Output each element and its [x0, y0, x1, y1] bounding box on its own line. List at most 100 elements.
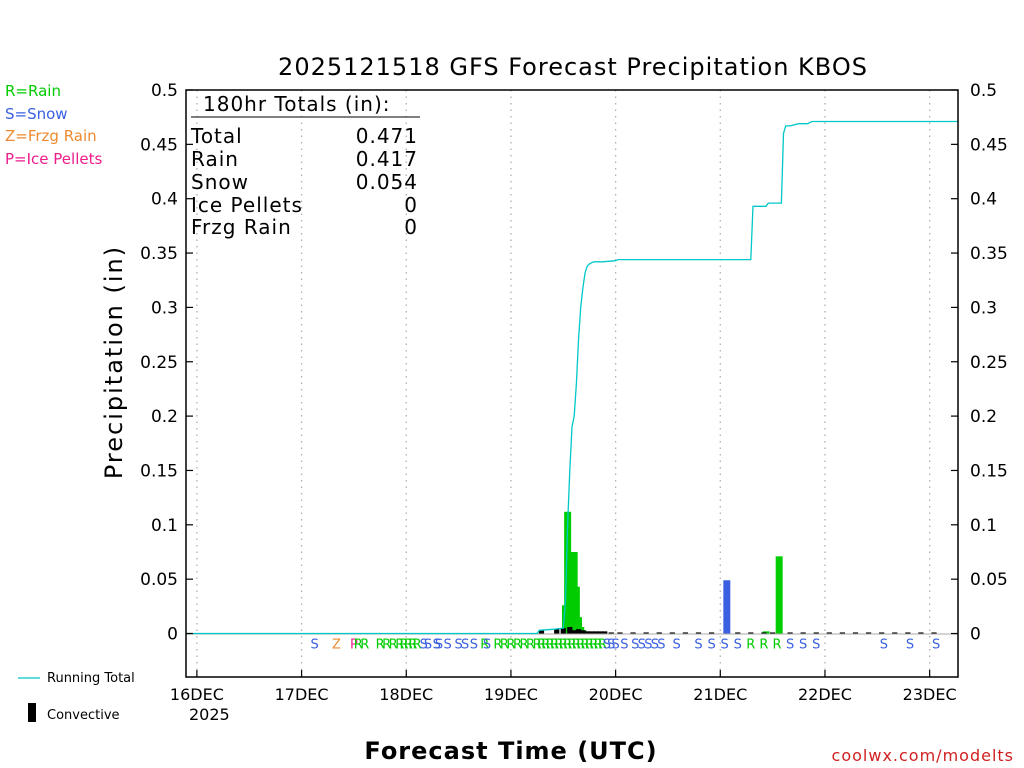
totals-value-rain: 0.417: [356, 147, 418, 171]
type-marker-19: S: [461, 637, 469, 652]
y-axis-right: 0 0.05 0.1 0.15 0.2 0.25 0.3 0.35 0.4 0.45 0.5: [951, 81, 1008, 645]
y-tick-label-left-4: 0.2: [151, 407, 178, 427]
y-tick-label-left-8: 0.4: [151, 190, 178, 210]
y-tick-label-left-2: 0.1: [151, 516, 178, 536]
type-marker-12: R: [413, 637, 422, 652]
totals-header: 180hr Totals (in):: [203, 92, 391, 116]
type-marker-33: R: [550, 637, 559, 652]
convective-bar-18: [682, 632, 689, 634]
legend-snow: S=Snow: [5, 105, 68, 123]
type-marker-9: R: [400, 637, 409, 652]
convective-bar-17: [669, 632, 675, 634]
chart-title: 2025121518 GFS Forecast Precipitation KB…: [278, 53, 868, 81]
convective-bar-36: [931, 632, 937, 634]
x-tick-label-2: 18DEC: [379, 685, 433, 704]
y-tick-label-right-9: 0.45: [970, 135, 1008, 155]
convective-bar-33: [892, 632, 898, 634]
y-tick-label-left-5: 0.25: [140, 353, 178, 373]
y-axis-left: 0 0.05 0.1 0.15 0.2 0.25 0.3 0.35 0.4 0.45 0.5: [140, 81, 193, 645]
totals-value-frzg-rain: 0: [404, 215, 418, 239]
convective-bar-7: [584, 631, 590, 634]
convective-bar-15: [643, 632, 649, 634]
type-marker-57: S: [721, 637, 729, 652]
x-tick-label-6: 22DEC: [798, 685, 852, 704]
totals-label-total: Total: [190, 124, 243, 148]
convective-bar-19: [695, 632, 702, 634]
y-tick-label-left-3: 0.15: [140, 461, 178, 481]
type-marker-50: S: [638, 637, 646, 652]
x-axis-year: 2025: [189, 705, 230, 724]
convective-bar-9: [593, 631, 599, 634]
type-marker-43: R: [594, 637, 603, 652]
legend-running-total: Running Total: [47, 671, 135, 686]
type-marker-39: R: [576, 637, 585, 652]
convective-bar-16: [656, 632, 662, 634]
convective-bar-23: [761, 632, 767, 634]
convective-bar-27: [813, 632, 819, 634]
vertical-gridlines: [196, 90, 931, 677]
convective-bar-35: [918, 632, 924, 634]
type-marker-17: S: [444, 637, 452, 652]
type-marker-0: S: [311, 637, 319, 652]
type-marker-16: S: [435, 637, 443, 652]
x-tick-label-4: 20DEC: [589, 685, 643, 704]
convective-bar-4: [571, 630, 577, 634]
convective-bar-2: [560, 628, 566, 634]
type-marker-65: S: [880, 637, 888, 652]
totals-value-ice-pellets: 0: [404, 193, 418, 217]
convective-bar-1: [554, 629, 560, 634]
convective-bar-5: [575, 629, 582, 634]
convective-bar-13: [617, 632, 623, 634]
type-marker-28: R: [526, 637, 535, 652]
type-marker-6: R: [382, 637, 391, 652]
type-marker-31: R: [541, 637, 550, 652]
plot-frame: [185, 89, 959, 678]
type-marker-52: S: [651, 637, 659, 652]
type-marker-56: S: [707, 637, 715, 652]
convective-bar-21: [735, 632, 741, 634]
convective-bar-20: [708, 632, 715, 634]
type-marker-7: R: [389, 637, 398, 652]
totals-label-snow: Snow: [191, 170, 249, 194]
x-tick-label-7: 23DEC: [903, 685, 957, 704]
convective-bar-22: [748, 632, 754, 634]
type-marker-34: R: [554, 637, 563, 652]
type-marker-42: R: [589, 637, 598, 652]
type-marker-26: R: [513, 637, 522, 652]
totals-value-snow: 0.054: [356, 170, 418, 194]
type-marker-13: S: [420, 637, 428, 652]
watermark: coolwx.com/modelts: [832, 746, 1014, 765]
precip-type-legend: R=Rain S=Snow Z=Frzg Rain P=Ice Pellets: [5, 82, 102, 168]
type-marker-32: R: [546, 637, 555, 652]
type-marker-38: R: [572, 637, 581, 652]
type-marker-36: R: [563, 637, 572, 652]
y-tick-label-left-1: 0.05: [140, 570, 178, 590]
type-marker-64: S: [812, 637, 820, 652]
type-marker-40: R: [581, 637, 590, 652]
type-marker-47: S: [611, 637, 619, 652]
type-marker-21: R: [480, 637, 489, 652]
totals-label-frzg-rain: Frzg Rain: [191, 215, 292, 239]
x-tick-label-0: 16DEC: [170, 685, 224, 704]
type-marker-48: S: [620, 637, 628, 652]
convective-bar-3: [567, 626, 573, 634]
y-tick-label-left-0: 0: [167, 625, 178, 645]
precip-bar-10: [723, 580, 731, 634]
type-marker-5: R: [376, 637, 385, 652]
convective-bar-12: [608, 632, 614, 634]
precip-bar-2: [566, 590, 574, 634]
type-marker-60: R: [759, 637, 768, 652]
totals-label-ice-pellets: Ice Pellets: [191, 193, 303, 217]
type-marker-59: R: [746, 637, 755, 652]
type-marker-66: S: [906, 637, 914, 652]
type-marker-67: S: [932, 637, 940, 652]
convective-bar-6: [580, 630, 586, 634]
x-tick-label-3: 19DEC: [484, 685, 538, 704]
y-tick-label-right-4: 0.2: [970, 407, 997, 427]
type-marker-29: R: [533, 637, 542, 652]
type-marker-58: S: [734, 637, 742, 652]
type-marker-4: R: [360, 637, 369, 652]
convective-bar-0: [538, 630, 545, 634]
y-tick-label-right-2: 0.1: [970, 516, 997, 536]
convective-bars: [538, 626, 937, 634]
